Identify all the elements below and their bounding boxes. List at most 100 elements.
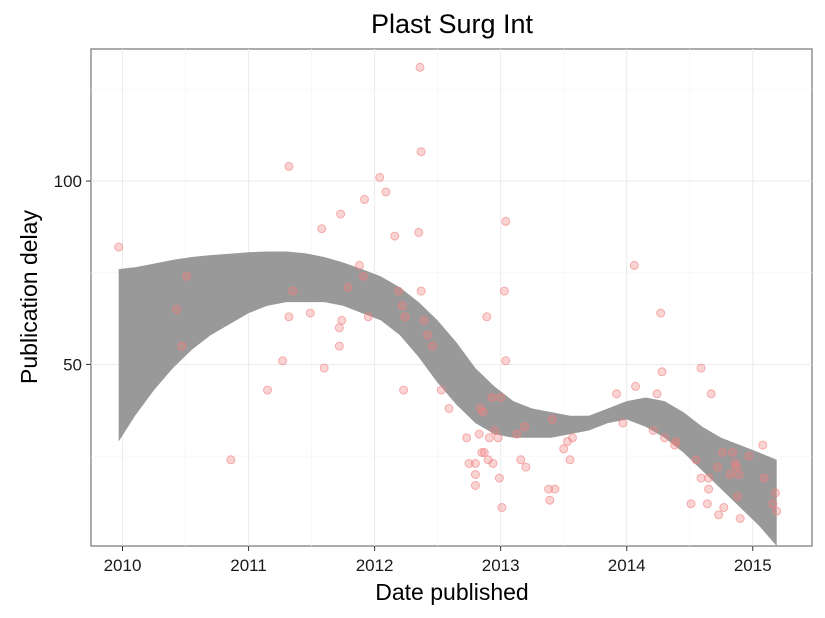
data-point bbox=[494, 473, 504, 483]
data-point bbox=[565, 455, 575, 465]
data-point bbox=[657, 367, 667, 377]
data-point bbox=[550, 484, 560, 494]
data-point bbox=[334, 323, 344, 333]
data-point bbox=[488, 459, 498, 468]
data-point bbox=[704, 484, 714, 494]
data-point bbox=[501, 356, 511, 366]
chart-title: Plast Surg Int bbox=[371, 9, 534, 39]
data-point bbox=[415, 62, 425, 72]
data-point bbox=[691, 455, 701, 465]
data-point bbox=[284, 312, 294, 322]
data-point bbox=[734, 470, 744, 479]
data-point bbox=[544, 484, 554, 494]
data-points bbox=[114, 62, 782, 523]
data-point bbox=[470, 470, 480, 479]
data-point bbox=[479, 448, 489, 457]
data-point bbox=[172, 304, 182, 314]
data-point bbox=[702, 499, 712, 509]
y-axis-title: Publication delay bbox=[16, 210, 42, 384]
data-point bbox=[363, 312, 373, 322]
data-point bbox=[501, 216, 511, 226]
x-tick-label: 2015 bbox=[734, 556, 772, 575]
data-point bbox=[182, 271, 192, 281]
data-point bbox=[436, 385, 446, 395]
data-point bbox=[713, 462, 722, 472]
data-point bbox=[686, 499, 696, 509]
data-point bbox=[733, 492, 743, 501]
data-point bbox=[671, 437, 681, 446]
data-point bbox=[375, 172, 385, 182]
data-point bbox=[728, 448, 738, 457]
data-point bbox=[444, 404, 454, 413]
data-point bbox=[731, 462, 741, 472]
data-point bbox=[470, 481, 480, 490]
data-point bbox=[496, 393, 506, 402]
data-point bbox=[336, 209, 346, 219]
data-point bbox=[477, 448, 487, 457]
data-point bbox=[545, 495, 555, 505]
data-point bbox=[631, 381, 640, 391]
data-point bbox=[399, 385, 409, 395]
confidence-ribbon bbox=[118, 251, 777, 546]
x-tick-label: 2012 bbox=[356, 556, 394, 575]
data-point bbox=[400, 312, 410, 322]
data-point bbox=[559, 444, 569, 454]
data-point bbox=[629, 260, 639, 270]
data-point bbox=[648, 426, 658, 435]
data-point bbox=[719, 503, 729, 512]
data-point bbox=[735, 514, 745, 523]
data-point bbox=[612, 389, 622, 399]
data-point bbox=[478, 407, 488, 417]
data-point bbox=[114, 242, 124, 252]
data-point bbox=[319, 363, 329, 373]
data-point bbox=[718, 448, 727, 457]
data-point bbox=[660, 433, 669, 443]
data-point bbox=[497, 503, 507, 512]
data-point bbox=[416, 286, 426, 296]
data-point bbox=[263, 385, 272, 395]
data-point bbox=[725, 470, 735, 479]
data-point bbox=[512, 429, 522, 439]
data-point bbox=[652, 389, 662, 399]
data-point bbox=[470, 459, 480, 468]
data-point bbox=[516, 455, 526, 465]
data-point bbox=[397, 301, 407, 311]
data-point bbox=[474, 429, 484, 439]
data-point bbox=[493, 433, 503, 443]
y-tick-label: 50 bbox=[63, 355, 82, 374]
data-point bbox=[568, 433, 577, 443]
data-point bbox=[428, 341, 438, 351]
data-point bbox=[394, 286, 404, 296]
data-point bbox=[547, 415, 557, 424]
data-point bbox=[758, 440, 768, 450]
x-tick-label: 2010 bbox=[104, 556, 142, 575]
x-tick-label: 2011 bbox=[230, 556, 267, 575]
data-point bbox=[288, 286, 298, 296]
x-axis-ticks: 2010 2011 2012 2013 2014 2015 bbox=[104, 546, 772, 575]
data-point bbox=[489, 426, 499, 435]
data-point bbox=[419, 315, 429, 325]
x-axis-title: Date published bbox=[375, 579, 528, 605]
data-point bbox=[487, 393, 497, 402]
data-point bbox=[416, 147, 426, 157]
data-point bbox=[355, 260, 364, 270]
data-point bbox=[305, 308, 315, 318]
data-point bbox=[484, 433, 494, 443]
data-point bbox=[177, 341, 187, 351]
y-axis-ticks: 50 100 bbox=[54, 172, 91, 374]
data-point bbox=[618, 418, 628, 428]
x-tick-label: 2014 bbox=[608, 556, 646, 575]
data-point bbox=[744, 451, 754, 461]
y-tick-label: 100 bbox=[54, 172, 82, 191]
data-point bbox=[772, 506, 782, 516]
data-point bbox=[521, 462, 531, 472]
data-point bbox=[770, 488, 780, 498]
data-point bbox=[714, 510, 724, 520]
data-point bbox=[706, 389, 716, 399]
data-point bbox=[337, 315, 347, 325]
x-tick-label: 2013 bbox=[482, 556, 520, 575]
data-point bbox=[343, 282, 353, 292]
data-point bbox=[414, 227, 424, 237]
data-point bbox=[696, 363, 706, 373]
